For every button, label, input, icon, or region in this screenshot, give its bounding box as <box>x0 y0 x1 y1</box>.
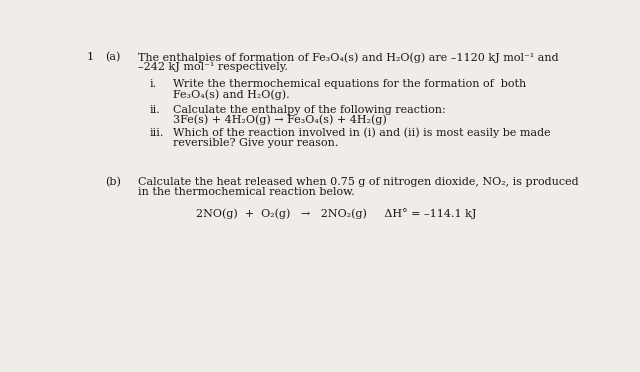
Text: (a): (a) <box>105 52 120 62</box>
Text: Fe₃O₄(s) and H₂O(g).: Fe₃O₄(s) and H₂O(g). <box>173 89 290 100</box>
Text: 2NO(g)  +  O₂(g)   →   2NO₂(g)     ΔH° = –114.1 kJ: 2NO(g) + O₂(g) → 2NO₂(g) ΔH° = –114.1 kJ <box>196 208 477 219</box>
Text: 1: 1 <box>86 52 93 62</box>
Text: Which of the reaction involved in (i) and (ii) is most easily be made: Which of the reaction involved in (i) an… <box>173 128 550 138</box>
Text: (b): (b) <box>105 177 121 187</box>
Text: The enthalpies of formation of Fe₃O₄(s) and H₂O(g) are –1120 kJ mol⁻¹ and: The enthalpies of formation of Fe₃O₄(s) … <box>138 52 559 63</box>
Text: 3Fe(s) + 4H₂O(g) → Fe₃O₄(s) + 4H₂(g): 3Fe(s) + 4H₂O(g) → Fe₃O₄(s) + 4H₂(g) <box>173 115 387 125</box>
Text: ii.: ii. <box>150 105 161 115</box>
Text: reversible? Give your reason.: reversible? Give your reason. <box>173 138 339 148</box>
Text: Calculate the enthalpy of the following reaction:: Calculate the enthalpy of the following … <box>173 105 445 115</box>
Text: i.: i. <box>150 79 157 89</box>
Text: Calculate the heat released when 0.75 g of nitrogen dioxide, NO₂, is produced: Calculate the heat released when 0.75 g … <box>138 177 579 187</box>
Text: iii.: iii. <box>150 128 164 138</box>
Text: in the thermochemical reaction below.: in the thermochemical reaction below. <box>138 187 355 197</box>
Text: –242 kJ mol⁻¹ respectively.: –242 kJ mol⁻¹ respectively. <box>138 62 288 72</box>
Text: Write the thermochemical equations for the formation of  both: Write the thermochemical equations for t… <box>173 79 526 89</box>
